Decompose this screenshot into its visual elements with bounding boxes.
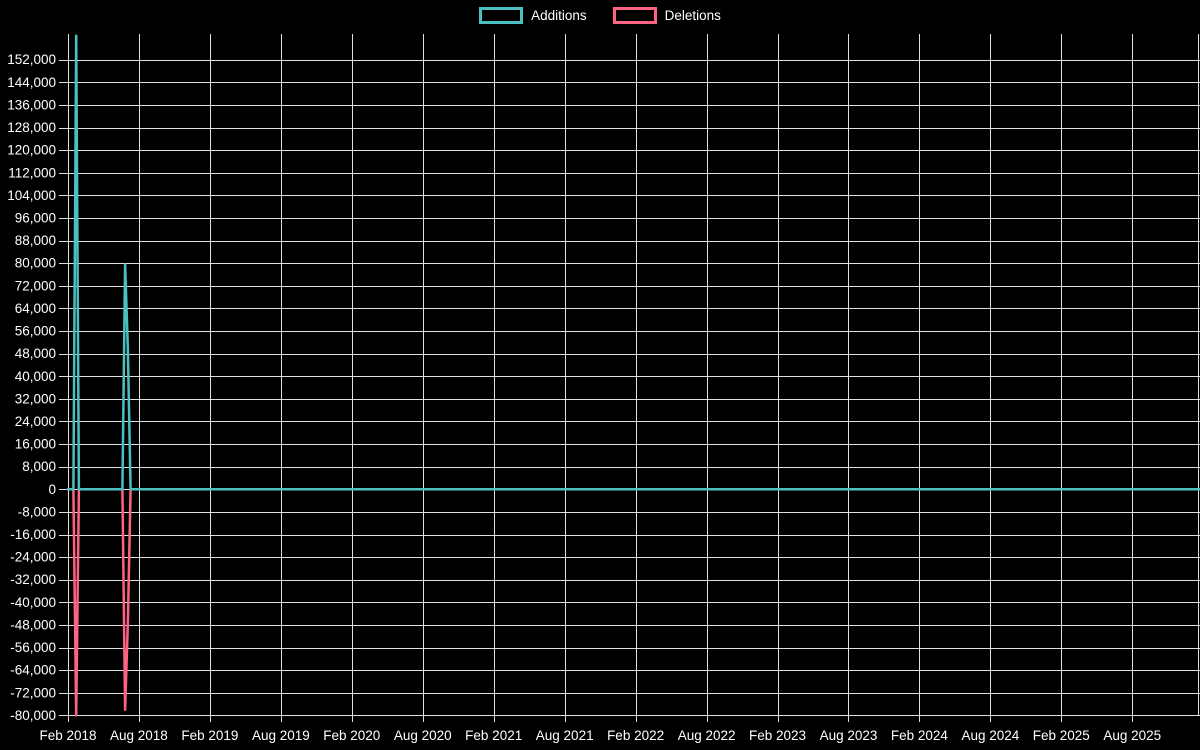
- y-axis-label: -72,000: [10, 685, 56, 700]
- legend-item-deletions[interactable]: Deletions: [612, 7, 721, 24]
- y-axis-label: 128,000: [7, 120, 56, 135]
- x-axis-label: Aug 2020: [394, 728, 452, 743]
- y-axis-label: 104,000: [7, 188, 56, 203]
- y-axis-label: -56,000: [10, 640, 56, 655]
- x-axis-label: Aug 2023: [820, 728, 878, 743]
- y-axis-label: 0: [48, 482, 56, 497]
- y-axis-label: 40,000: [15, 369, 56, 384]
- y-axis-label: 80,000: [15, 256, 56, 271]
- x-axis-label: Aug 2019: [252, 728, 310, 743]
- x-axis-label: Aug 2018: [110, 728, 168, 743]
- y-axis-label: 64,000: [15, 301, 56, 316]
- y-axis-label: 72,000: [15, 278, 56, 293]
- x-axis-label: Aug 2024: [961, 728, 1019, 743]
- y-axis-label: 16,000: [15, 437, 56, 452]
- x-axis-label: Aug 2025: [1103, 728, 1161, 743]
- horizontal-gridlines: [59, 60, 1200, 716]
- y-axis-label: 56,000: [15, 324, 56, 339]
- x-axis-label: Feb 2021: [465, 728, 522, 743]
- y-axis-label: 24,000: [15, 414, 56, 429]
- y-axis-label: -64,000: [10, 663, 56, 678]
- legend-item-additions[interactable]: Additions: [479, 7, 587, 24]
- x-axis-label: Aug 2022: [678, 728, 736, 743]
- y-axis-label: 48,000: [15, 346, 56, 361]
- y-axis-label: 120,000: [7, 143, 56, 158]
- x-axis-label: Aug 2021: [536, 728, 594, 743]
- legend-label-additions: Additions: [531, 7, 587, 23]
- y-axis-label: -32,000: [10, 572, 56, 587]
- y-axis-label: -48,000: [10, 618, 56, 633]
- additions-line: [66, 34, 1200, 491]
- x-axis-label: Feb 2024: [891, 728, 949, 743]
- y-axis-label: 8,000: [22, 459, 56, 474]
- y-axis-label: -16,000: [10, 527, 56, 542]
- y-axis-label: -80,000: [10, 708, 56, 723]
- x-axis-label: Feb 2018: [39, 728, 96, 743]
- y-axis-label: 96,000: [15, 211, 56, 226]
- y-axis-label: -8,000: [18, 504, 56, 519]
- legend-label-deletions: Deletions: [664, 7, 721, 23]
- y-axis-label: 144,000: [7, 75, 56, 90]
- vertical-gridlines: [68, 34, 1199, 722]
- additions-swatch-icon: [479, 7, 524, 24]
- x-axis-label: Feb 2023: [749, 728, 806, 743]
- y-axis-labels: 152,000 144,000 136,000 128,000 120,000 112,0…: [7, 52, 56, 723]
- y-axis-label: -24,000: [10, 550, 56, 565]
- chart-legend: Additions Deletions: [0, 7, 1200, 24]
- x-axis-labels: Feb 2018 Aug 2018 Feb 2019 Aug 2019 Feb 2020…: [39, 728, 1161, 743]
- y-axis-label: 88,000: [15, 233, 56, 248]
- y-axis-label: 112,000: [8, 165, 56, 180]
- x-axis-label: Feb 2025: [1033, 728, 1090, 743]
- deletions-swatch-icon: [612, 7, 657, 24]
- y-axis-label: 152,000: [7, 52, 56, 67]
- x-axis-label: Feb 2022: [607, 728, 664, 743]
- y-axis-label: 32,000: [15, 391, 56, 406]
- y-axis-label: 136,000: [7, 97, 56, 112]
- y-axis-label: -40,000: [10, 595, 56, 610]
- x-axis-label: Feb 2019: [181, 728, 238, 743]
- x-axis-label: Feb 2020: [323, 728, 380, 743]
